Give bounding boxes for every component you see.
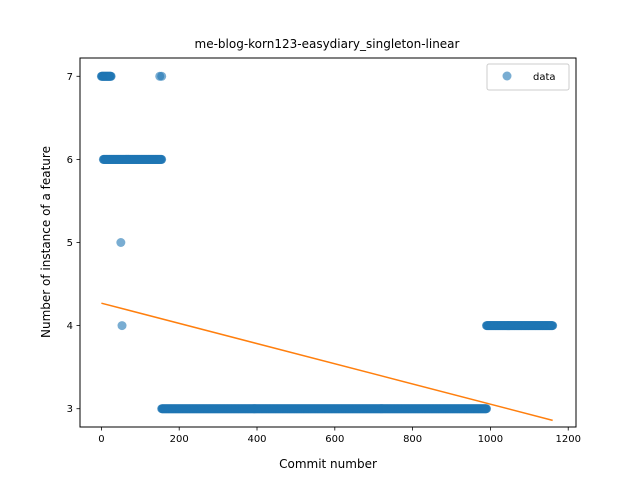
x-tick-label: 600 xyxy=(325,434,344,445)
y-tick-label: 3 xyxy=(67,404,73,415)
x-tick-label: 400 xyxy=(247,434,266,445)
chart-title: me-blog-korn123-easydiary_singleton-line… xyxy=(195,37,460,51)
data-point xyxy=(157,72,166,81)
y-tick-label: 4 xyxy=(67,321,73,332)
y-axis: 3 4 5 6 7 xyxy=(67,72,80,415)
legend-box xyxy=(487,64,569,90)
x-tick-label: 800 xyxy=(403,434,422,445)
x-axis: 0 200 400 600 800 1000 1200 xyxy=(98,427,581,445)
data-point xyxy=(548,321,557,330)
x-axis-label: Commit number xyxy=(279,457,377,471)
y-tick-label: 6 xyxy=(67,155,73,166)
y-axis-label: Number of instance of a feature xyxy=(39,146,53,338)
y-tick-label: 5 xyxy=(67,238,73,249)
legend-marker xyxy=(503,72,512,81)
x-tick-label: 1000 xyxy=(478,434,503,445)
data-point xyxy=(116,238,125,247)
data-point xyxy=(482,404,491,413)
x-tick-label: 0 xyxy=(98,434,104,445)
data-point xyxy=(118,321,127,330)
x-tick-label: 200 xyxy=(170,434,189,445)
axes-frame xyxy=(80,58,576,427)
legend-label: data xyxy=(533,72,556,83)
y-tick-label: 7 xyxy=(67,72,73,83)
data-point xyxy=(157,155,166,164)
plot-area xyxy=(97,72,557,421)
x-tick-label: 1200 xyxy=(555,434,580,445)
data-point xyxy=(107,72,116,81)
fit-line xyxy=(101,303,552,420)
legend: data xyxy=(487,64,569,90)
